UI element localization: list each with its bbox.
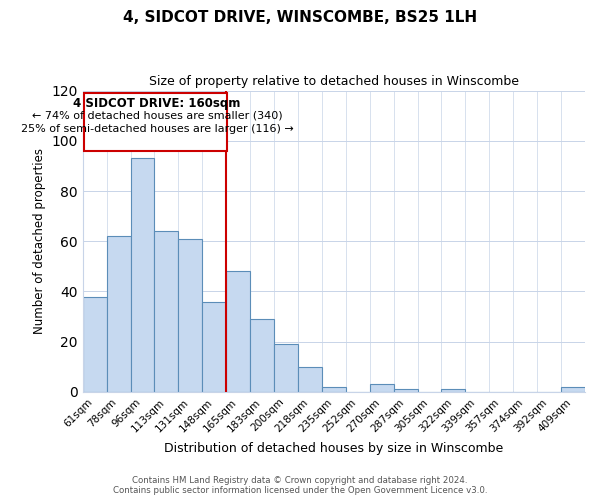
FancyBboxPatch shape [84, 93, 227, 151]
X-axis label: Distribution of detached houses by size in Winscombe: Distribution of detached houses by size … [164, 442, 503, 455]
Bar [394, 390, 418, 392]
Title: Size of property relative to detached houses in Winscombe: Size of property relative to detached ho… [149, 75, 519, 88]
Bar [178, 238, 202, 392]
Bar [250, 319, 274, 392]
Bar [202, 302, 226, 392]
Bar [107, 236, 131, 392]
Bar [274, 344, 298, 392]
Bar [298, 367, 322, 392]
Bar [370, 384, 394, 392]
Text: ← 74% of detached houses are smaller (340): ← 74% of detached houses are smaller (34… [32, 110, 282, 120]
Bar [561, 387, 585, 392]
Text: 4, SIDCOT DRIVE, WINSCOMBE, BS25 1LH: 4, SIDCOT DRIVE, WINSCOMBE, BS25 1LH [123, 10, 477, 25]
Y-axis label: Number of detached properties: Number of detached properties [33, 148, 46, 334]
Bar [83, 296, 107, 392]
Text: Contains HM Land Registry data © Crown copyright and database right 2024.
Contai: Contains HM Land Registry data © Crown c… [113, 476, 487, 495]
Bar [226, 272, 250, 392]
Text: 4 SIDCOT DRIVE: 160sqm: 4 SIDCOT DRIVE: 160sqm [73, 97, 241, 110]
Bar [131, 158, 154, 392]
Bar [154, 231, 178, 392]
Text: 25% of semi-detached houses are larger (116) →: 25% of semi-detached houses are larger (… [20, 124, 293, 134]
Bar [322, 387, 346, 392]
Bar [442, 390, 466, 392]
